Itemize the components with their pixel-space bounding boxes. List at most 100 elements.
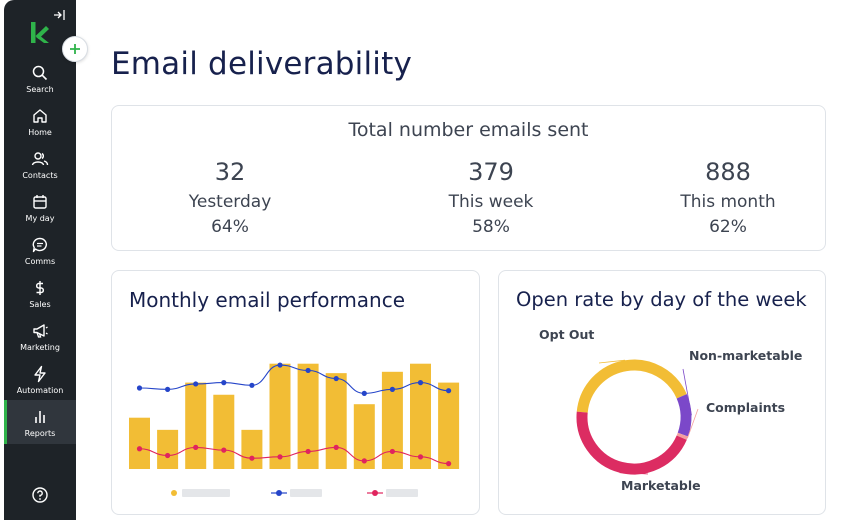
legend-label-placeholder: [182, 489, 230, 497]
chart-title: Monthly email performance: [129, 288, 406, 312]
sidebar-item-label: Contacts: [22, 171, 58, 180]
data-point[interactable]: [277, 454, 283, 460]
donut-slice[interactable]: [676, 394, 692, 437]
stat-this-month: 888 This month 62%: [628, 158, 828, 237]
search-icon: [32, 65, 48, 81]
stat-percent: 58%: [472, 217, 510, 237]
series-line: [139, 446, 449, 465]
donut-slice[interactable]: [676, 432, 689, 440]
data-point[interactable]: [249, 382, 255, 388]
page-title: Email deliverability: [111, 46, 413, 82]
label-leader-line: [598, 359, 626, 364]
lightning-icon: [34, 365, 46, 383]
bar[interactable]: [185, 382, 207, 469]
stat-period: Yesterday: [188, 192, 272, 212]
sidebar-item-label: Search: [26, 85, 54, 94]
data-point[interactable]: [417, 454, 424, 460]
sidebar-item-label: Automation: [16, 386, 64, 395]
contacts-icon: [31, 152, 49, 166]
add-button[interactable]: [62, 36, 88, 62]
chat-icon: [32, 237, 47, 253]
sidebar-item-label: Home: [28, 128, 52, 137]
data-point[interactable]: [277, 362, 283, 368]
bar[interactable]: [129, 417, 150, 469]
data-point[interactable]: [249, 455, 255, 461]
legend-label-placeholder: [386, 489, 418, 497]
data-point[interactable]: [389, 448, 395, 455]
data-point[interactable]: [361, 390, 367, 396]
megaphone-icon: [33, 324, 48, 338]
data-point[interactable]: [136, 446, 143, 452]
data-point[interactable]: [333, 444, 339, 450]
monthly-performance-chart: [129, 362, 460, 497]
sidebar-item-automation[interactable]: Automation: [4, 363, 76, 405]
stat-period: This week: [448, 192, 534, 212]
slice-label: Opt Out: [539, 327, 594, 342]
bar[interactable]: [213, 394, 235, 469]
bar[interactable]: [297, 363, 319, 469]
stat-period: This month: [680, 192, 776, 212]
sidebar-item-comms[interactable]: Comms: [4, 234, 76, 276]
sidebar-item-contacts[interactable]: Contacts: [4, 148, 76, 190]
bar[interactable]: [325, 373, 347, 469]
bar[interactable]: [269, 363, 291, 469]
slice-label: Marketable: [621, 478, 701, 493]
donut-slice[interactable]: [576, 359, 687, 413]
sidebar-item-label: Sales: [29, 300, 51, 309]
open-rate-donut-chart: Opt Out Non-marketable Complaints Marketabl…: [539, 327, 802, 493]
label-leader-line: [682, 368, 692, 416]
data-point[interactable]: [446, 461, 452, 467]
series-line: [139, 364, 449, 394]
sidebar-item-search[interactable]: Search: [4, 62, 76, 104]
bar[interactable]: [353, 404, 375, 469]
stat-percent: 64%: [211, 217, 249, 237]
data-point[interactable]: [136, 385, 143, 391]
home-icon: [33, 109, 47, 123]
stat-percent: 62%: [709, 217, 747, 237]
data-point[interactable]: [193, 444, 199, 450]
data-point[interactable]: [221, 380, 227, 386]
stat-value: 888: [705, 158, 751, 186]
data-point[interactable]: [305, 367, 311, 374]
label-leader-line: [687, 408, 699, 439]
help-icon: [32, 487, 48, 503]
summary-title: Total number emails sent: [348, 119, 589, 141]
sidebar-item-marketing[interactable]: Marketing: [4, 320, 76, 362]
stat-this-week: 379 This week 58%: [391, 158, 591, 237]
chart-title: Open rate by day of the week: [516, 288, 807, 311]
data-point[interactable]: [389, 386, 395, 392]
stat-value: 32: [214, 158, 246, 186]
sidebar-item-label: Marketing: [20, 343, 60, 352]
data-point[interactable]: [165, 452, 171, 459]
sidebar-item-my-day[interactable]: My day: [4, 191, 76, 233]
sidebar-item-sales[interactable]: Sales: [4, 277, 76, 319]
data-point[interactable]: [221, 447, 227, 453]
bar[interactable]: [381, 371, 403, 469]
legend-marker: [276, 490, 282, 496]
donut-slice[interactable]: [576, 411, 687, 475]
bar[interactable]: [410, 363, 431, 469]
data-point[interactable]: [333, 375, 339, 382]
stat-yesterday: 32 Yesterday 64%: [130, 158, 330, 237]
calendar-icon: [33, 195, 47, 209]
data-point[interactable]: [165, 386, 171, 392]
sidebar-item-home[interactable]: Home: [4, 105, 76, 147]
collapse-sidebar-icon[interactable]: [52, 8, 66, 22]
data-point[interactable]: [361, 458, 367, 464]
slice-label: Non-marketable: [689, 348, 802, 363]
dollar-icon: [36, 281, 44, 295]
data-point[interactable]: [446, 388, 452, 394]
data-point[interactable]: [305, 448, 311, 455]
sidebar-item-help[interactable]: [4, 484, 76, 520]
bar[interactable]: [241, 429, 263, 469]
monthly-performance-card: Monthly email performance: [111, 270, 480, 515]
data-point[interactable]: [193, 381, 199, 387]
sidebar-item-reports[interactable]: Reports: [4, 400, 76, 444]
label-leader-line: [619, 472, 649, 475]
legend-marker: [372, 490, 378, 496]
bar[interactable]: [157, 429, 179, 469]
keap-logo[interactable]: [30, 22, 50, 44]
sidebar-item-label: My day: [25, 214, 55, 223]
data-point[interactable]: [417, 380, 424, 386]
bar[interactable]: [438, 382, 460, 469]
